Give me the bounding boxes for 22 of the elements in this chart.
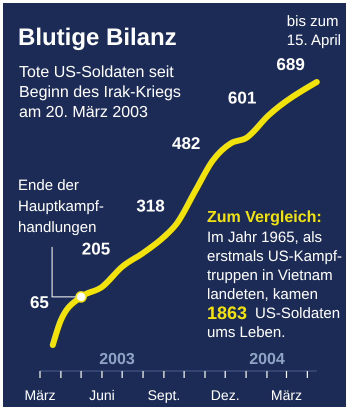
x-tick-label: Juni (89, 386, 115, 403)
chart-title: Blutige Bilanz (18, 24, 177, 51)
data-label: 65 (30, 293, 49, 312)
data-label: 482 (172, 134, 200, 154)
data-label: 318 (136, 196, 165, 216)
chart-subtitle: Tote US-Soldaten seit Beginn des Irak-Kriegs am 20. März 2003 (19, 64, 181, 121)
annotation: Zum Vergleich: (207, 209, 322, 226)
x-tick-label: März (24, 386, 56, 403)
data-label: 205 (82, 240, 110, 259)
x-tick-label: März (270, 386, 302, 403)
data-label: 689 (276, 55, 305, 74)
annotation: US-Soldaten (255, 305, 340, 322)
annotation: 1863 (207, 303, 248, 323)
x-tick-label: Dez. (210, 386, 240, 403)
annotation: bis zum 15. April (286, 13, 341, 49)
text: 2003 (99, 351, 135, 368)
text: 2004 (249, 351, 285, 368)
annotation: Ende der Hauptkampf- handlungen (18, 176, 104, 236)
annotation: ums Leben. (207, 324, 286, 341)
annotation: Im Jahr 1965, als erstmals US-Kampf- truppen in Vietnam landeten, kamen (207, 229, 342, 303)
data-label: 601 (228, 88, 256, 108)
x-tick-label: Sept. (148, 386, 180, 403)
